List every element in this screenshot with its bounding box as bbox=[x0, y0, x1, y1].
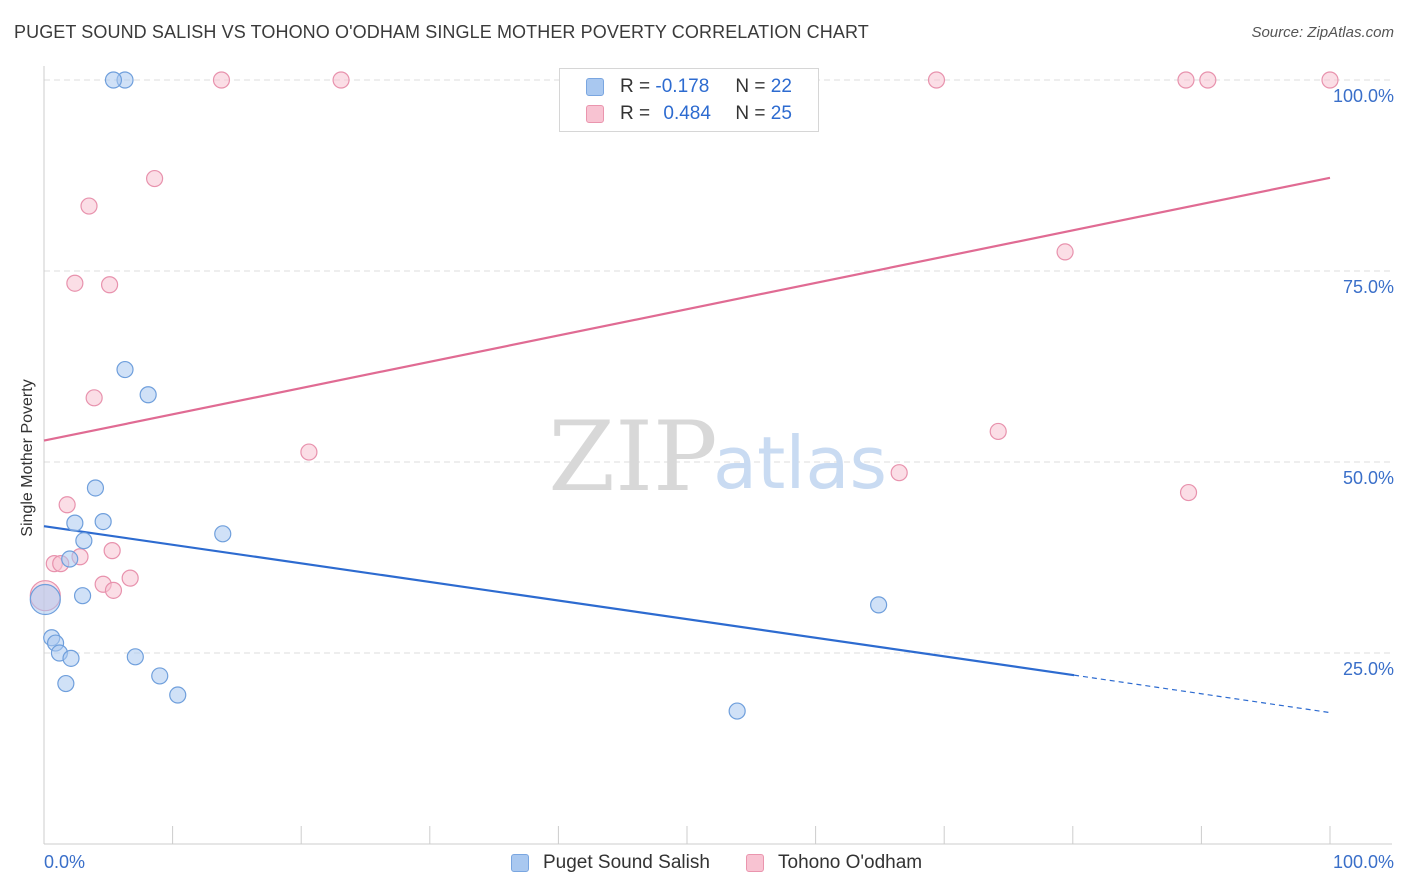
axes bbox=[43, 66, 1392, 845]
data-point-tohono bbox=[332, 71, 350, 89]
x-tick-min: 0.0% bbox=[44, 852, 86, 872]
data-point-puget bbox=[57, 674, 75, 693]
x-tick-max: 100.0% bbox=[1332, 852, 1394, 872]
data-point-tohono bbox=[927, 71, 946, 89]
trend-line-puget bbox=[43, 525, 1075, 677]
data-point-puget bbox=[61, 550, 79, 568]
trend-lines bbox=[43, 176, 1331, 714]
data-points bbox=[29, 71, 1339, 720]
watermark-zip: ZIP bbox=[548, 401, 717, 513]
grid-lines bbox=[44, 79, 1392, 654]
data-point-puget bbox=[73, 587, 92, 605]
data-point-puget bbox=[870, 596, 888, 614]
data-point-tohono bbox=[989, 422, 1007, 441]
legend-series-name: Puget Sound Salish bbox=[543, 852, 710, 873]
legend-swatch-blue bbox=[511, 854, 529, 872]
data-point-tohono bbox=[145, 169, 164, 188]
legend-swatch-pink bbox=[746, 854, 764, 872]
data-point-puget bbox=[169, 686, 187, 704]
legend-item-puget-sound-salish: Puget Sound Salish bbox=[511, 852, 710, 874]
data-point-tohono bbox=[121, 569, 139, 587]
legend-r-label: R = bbox=[620, 76, 651, 97]
legend-n-label: N = bbox=[735, 76, 766, 97]
legend-r-value: 0.484 bbox=[663, 103, 711, 124]
data-point-puget bbox=[62, 649, 80, 667]
data-point-tohono bbox=[1177, 71, 1195, 89]
legend-item-tohono-oodham: Tohono O'odham bbox=[746, 852, 922, 874]
data-point-puget bbox=[86, 479, 105, 497]
data-point-tohono bbox=[104, 581, 123, 599]
legend-n-value: 22 bbox=[770, 76, 792, 97]
data-point-tohono bbox=[85, 389, 103, 407]
data-point-tohono bbox=[80, 197, 98, 215]
data-point-tohono bbox=[212, 71, 231, 89]
data-point-tohono bbox=[1056, 243, 1074, 261]
y-tick-25: 25.0% bbox=[1342, 659, 1394, 679]
data-point-tohono bbox=[1199, 71, 1217, 89]
series-legend: Puget Sound Salish Tohono O'odham bbox=[0, 852, 1406, 876]
legend-swatch-blue bbox=[586, 78, 604, 96]
data-point-tohono bbox=[58, 496, 76, 514]
y-tick-100: 100.0% bbox=[1332, 86, 1394, 106]
y-tick-75: 75.0% bbox=[1342, 277, 1394, 297]
data-point-puget bbox=[214, 525, 232, 543]
data-point-tohono bbox=[66, 274, 84, 292]
legend-n-value: 25 bbox=[770, 103, 792, 124]
watermark-atlas: atlas bbox=[713, 421, 887, 505]
y-tick-50: 50.0% bbox=[1342, 468, 1394, 488]
watermark: ZIP atlas bbox=[548, 401, 887, 513]
data-point-tohono bbox=[300, 443, 318, 461]
data-point-tohono bbox=[890, 464, 908, 482]
legend-row-tohono: R = 0.484 N = 25 bbox=[586, 102, 792, 126]
legend-series-name: Tohono O'odham bbox=[778, 852, 923, 873]
chart-title: PUGET SOUND SALISH VS TOHONO O'ODHAM SIN… bbox=[14, 22, 869, 42]
data-point-tohono bbox=[1179, 483, 1198, 502]
legend-n-label: N = bbox=[735, 103, 766, 124]
correlation-legend: R = -0.178 N = 22 R = 0.484 N = 25 bbox=[559, 68, 819, 132]
legend-r-value: -0.178 bbox=[655, 76, 710, 97]
trend-line-tohono bbox=[43, 176, 1331, 442]
data-point-puget bbox=[104, 71, 123, 89]
data-point-tohono bbox=[103, 542, 121, 560]
data-point-puget bbox=[728, 702, 746, 720]
data-point-puget bbox=[75, 532, 93, 550]
legend-swatch-pink bbox=[586, 105, 604, 123]
data-point-puget bbox=[139, 386, 157, 404]
data-point-puget bbox=[151, 667, 169, 685]
trend-line-puget-extension bbox=[1073, 674, 1331, 714]
legend-r-label: R = bbox=[620, 103, 651, 124]
data-point-puget bbox=[66, 514, 84, 532]
data-point-puget bbox=[126, 648, 144, 666]
legend-row-puget: R = -0.178 N = 22 bbox=[586, 75, 792, 99]
data-point-tohono bbox=[1321, 71, 1339, 89]
source-label: Source: ZipAtlas.com bbox=[1251, 24, 1394, 41]
data-point-puget bbox=[116, 360, 134, 379]
data-point-puget bbox=[29, 583, 61, 616]
y-axis-title: Single Mother Poverty bbox=[19, 379, 36, 537]
data-point-tohono bbox=[100, 276, 119, 294]
data-point-puget bbox=[94, 512, 112, 531]
